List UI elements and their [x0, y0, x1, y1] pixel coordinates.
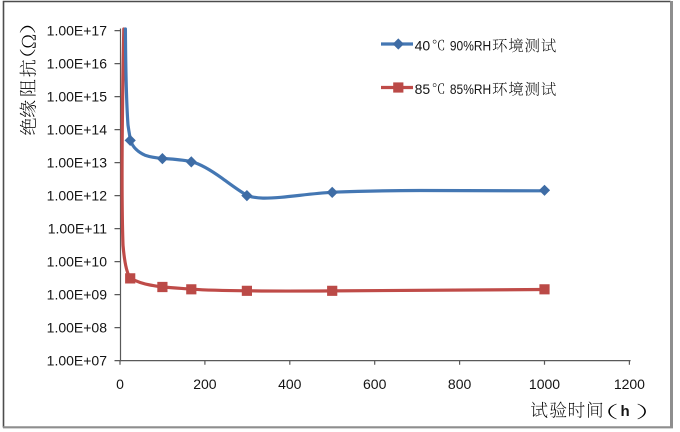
svg-text:1200: 1200	[614, 376, 645, 392]
svg-text:1.00E+15: 1.00E+15	[47, 89, 108, 105]
svg-text:1.00E+16: 1.00E+16	[47, 56, 108, 72]
svg-text:1.00E+13: 1.00E+13	[47, 155, 108, 171]
svg-text:40: 40	[415, 37, 431, 53]
svg-text:1.00E+12: 1.00E+12	[47, 188, 108, 204]
svg-text:1.00E+10: 1.00E+10	[47, 254, 108, 270]
svg-text:1.00E+11: 1.00E+11	[48, 221, 108, 237]
svg-text:400: 400	[278, 376, 302, 392]
svg-text:1.00E+07: 1.00E+07	[47, 353, 108, 369]
svg-text:600: 600	[363, 376, 387, 392]
svg-text:1000: 1000	[529, 376, 560, 392]
svg-text:0: 0	[116, 376, 124, 392]
svg-text:90%RH: 90%RH	[450, 37, 491, 53]
svg-text:85%RH: 85%RH	[450, 81, 491, 97]
svg-text:1.00E+17: 1.00E+17	[47, 23, 108, 39]
svg-text:200: 200	[193, 376, 217, 392]
svg-text:1.00E+09: 1.00E+09	[47, 287, 108, 303]
svg-text:800: 800	[448, 376, 472, 392]
svg-text:1.00E+14: 1.00E+14	[47, 122, 108, 138]
svg-text:1.00E+08: 1.00E+08	[47, 320, 108, 336]
svg-text:h: h	[621, 403, 630, 420]
svg-text:85: 85	[415, 81, 431, 97]
